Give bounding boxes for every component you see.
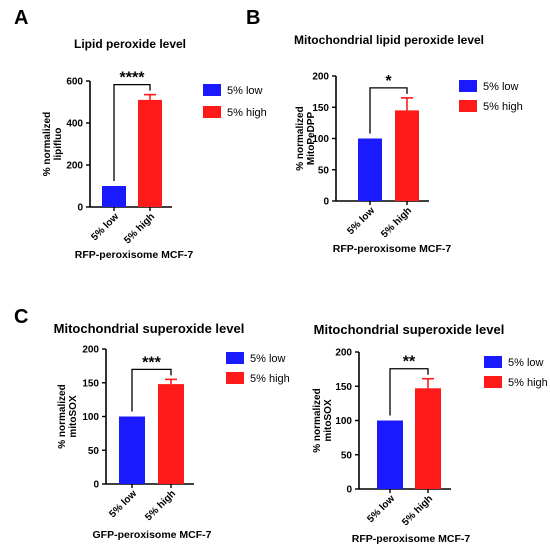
bar-low (358, 138, 382, 201)
chart-lipid-peroxide: Lipid peroxide level % normalizedlipifluo… (42, 37, 267, 261)
y-tick-label: 150 (82, 378, 99, 389)
x-axis-label: RFP-peroxisome MCF-7 (75, 249, 194, 261)
y-axis-label-line: % normalized (295, 106, 306, 170)
significance-label: * (385, 73, 392, 90)
y-axis-label-line: % normalized (42, 112, 53, 176)
bar-high (415, 388, 441, 489)
y-axis-label: % normalizedMitoPeDPP (295, 106, 317, 170)
chart-title: Mitochondrial lipid peroxide level (294, 33, 484, 47)
panel-label-a: A (14, 7, 28, 29)
chart-title: Mitochondrial superoxide level (54, 321, 245, 336)
y-tick-label: 0 (323, 197, 329, 208)
legend-swatch (459, 80, 477, 92)
y-tick-label: 0 (93, 480, 99, 491)
y-tick-label: 400 (66, 119, 83, 130)
bar-high (138, 99, 162, 207)
y-tick-label: 200 (82, 345, 99, 356)
legend-swatch (203, 84, 221, 96)
y-axis-label-line: mitoSOX (68, 395, 79, 438)
y-axis-label: % normalizedmitoSOX (312, 388, 334, 452)
significance-label: **** (120, 70, 146, 87)
significance-label: *** (142, 354, 161, 371)
legend-swatch (226, 352, 244, 364)
significance-bracket (113, 84, 151, 181)
y-tick-label: 200 (312, 72, 329, 83)
x-axis-label: RFP-peroxisome MCF-7 (333, 243, 452, 255)
legend-label: 5% low (508, 357, 544, 369)
chart-mito-lipid-peroxide: Mitochondrial lipid peroxide level % norm… (294, 33, 523, 255)
y-axis-label-line: MitoPeDPP (306, 112, 317, 166)
y-axis-label: % normalizedlipifluo (42, 112, 64, 176)
y-tick-label: 150 (335, 382, 352, 393)
chart-mito-superoxide-rfp: Mitochondrial superoxide level % normaliz… (312, 322, 548, 545)
y-axis-label-line: mitoSOX (323, 399, 334, 442)
legend-swatch (484, 356, 502, 368)
y-tick-label: 50 (88, 446, 100, 457)
x-axis-label: RFP-peroxisome MCF-7 (352, 533, 471, 545)
legend-label: 5% high (508, 377, 548, 389)
significance-label: ** (403, 354, 416, 371)
legend-label: 5% low (483, 81, 519, 93)
y-axis-label: % normalizedmitoSOX (57, 384, 79, 448)
y-tick-label: 0 (346, 485, 352, 496)
legend-swatch (226, 372, 244, 384)
legend-label: 5% low (227, 85, 263, 97)
y-tick-label: 50 (318, 165, 330, 176)
x-tick-label: 5% low (345, 205, 377, 237)
legend-label: 5% low (250, 353, 286, 365)
bar-low (102, 186, 126, 207)
legend-label: 5% high (483, 101, 523, 113)
legend-swatch (203, 106, 221, 118)
legend-label: 5% high (227, 107, 267, 119)
y-tick-label: 100 (82, 412, 99, 423)
y-tick-label: 50 (341, 450, 353, 461)
x-tick-label: 5% high (379, 205, 414, 240)
bar-high (395, 110, 419, 201)
bar-low (119, 416, 145, 484)
legend-label: 5% high (250, 373, 290, 385)
significance-bracket (389, 368, 429, 416)
panel-label-c: C (14, 306, 28, 328)
x-axis-label: GFP-peroxisome MCF-7 (92, 529, 211, 541)
y-axis-label-line: % normalized (57, 384, 68, 448)
y-tick-label: 100 (312, 134, 329, 145)
bar-low (377, 420, 403, 489)
chart-title: Lipid peroxide level (74, 37, 186, 51)
x-tick-label: 5% high (400, 493, 435, 528)
legend-swatch (484, 376, 502, 388)
panel-label-b: B (246, 7, 260, 29)
chart-title: Mitochondrial superoxide level (314, 322, 505, 337)
y-tick-label: 150 (312, 103, 329, 114)
x-tick-label: 5% low (89, 211, 121, 243)
y-tick-label: 600 (66, 77, 83, 88)
y-axis-label-line: lipifluo (53, 128, 64, 161)
legend-swatch (459, 100, 477, 112)
bar-high (158, 384, 184, 484)
y-tick-label: 0 (77, 203, 83, 214)
significance-bracket (369, 87, 408, 134)
y-tick-label: 200 (66, 161, 83, 172)
x-tick-label: 5% low (107, 488, 139, 520)
y-tick-label: 200 (335, 348, 352, 359)
chart-mito-superoxide-gfp: Mitochondrial superoxide level % normaliz… (54, 321, 290, 541)
y-axis-label-line: % normalized (312, 388, 323, 452)
y-tick-label: 100 (335, 416, 352, 427)
x-tick-label: 5% high (122, 211, 157, 246)
x-tick-label: 5% high (143, 488, 178, 523)
significance-bracket (131, 368, 172, 412)
x-tick-label: 5% low (365, 493, 397, 525)
